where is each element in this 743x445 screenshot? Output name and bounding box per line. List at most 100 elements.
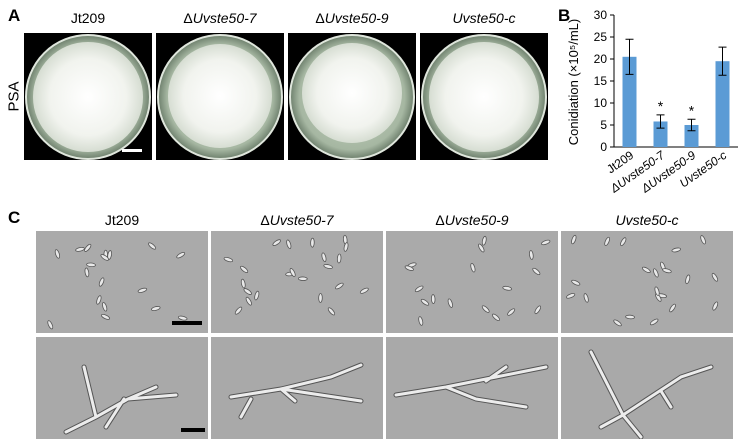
- conidium: [245, 296, 252, 306]
- hypha: [589, 350, 713, 439]
- conidium: [654, 286, 660, 296]
- micro-label-uvste50-7: ΔUvste50-7: [260, 212, 334, 228]
- error-bar: [656, 114, 665, 129]
- conidia-micrograph-uvste50-7: [211, 231, 383, 333]
- conidium: [102, 302, 108, 312]
- conidium: [240, 265, 249, 273]
- conidium: [137, 287, 148, 293]
- conidium: [418, 316, 424, 326]
- conidium: [148, 242, 157, 250]
- micro-label-uvste50-9: ΔUvste50-9: [435, 212, 509, 228]
- conidium: [565, 293, 576, 299]
- conidium: [54, 249, 61, 259]
- conidium: [604, 236, 610, 247]
- conidium: [502, 285, 513, 291]
- plate-label-uvste50-7: ΔUvste50-7: [183, 10, 257, 26]
- conidium: [481, 305, 490, 313]
- conidium: [359, 287, 369, 294]
- conidium: [671, 247, 682, 253]
- micro-label-jt209: Jt209: [104, 212, 140, 228]
- conidium: [223, 256, 234, 263]
- conidium: [151, 306, 161, 312]
- conidium: [620, 237, 627, 247]
- panel-letter-b: B: [558, 6, 571, 25]
- y-tick-label: 25: [594, 30, 608, 44]
- bar: [622, 56, 637, 147]
- conidium: [75, 246, 85, 252]
- hypha: [394, 365, 548, 409]
- conidium: [343, 242, 349, 252]
- conidium: [478, 243, 485, 253]
- conidium: [653, 268, 659, 278]
- conidium: [321, 252, 327, 262]
- y-tick-label: 30: [594, 8, 608, 22]
- micrograph-background: [386, 337, 558, 439]
- germination-micrograph-uvste50-9: [386, 337, 558, 439]
- error-bar: [687, 118, 696, 132]
- conidium: [447, 298, 453, 308]
- conidium: [84, 267, 90, 278]
- conidium: [613, 319, 622, 327]
- micrograph-background: [561, 337, 733, 439]
- hypha: [64, 365, 178, 434]
- plate-label-jt209: Jt209: [70, 10, 106, 26]
- conidium: [404, 265, 414, 271]
- conidium: [669, 303, 676, 313]
- conidium: [541, 239, 551, 246]
- conidium: [414, 285, 424, 293]
- conidia-micrograph-jt209: [36, 231, 208, 333]
- conidium: [177, 315, 188, 321]
- bar: [715, 61, 730, 148]
- significance-marker: *: [689, 102, 695, 118]
- conidia-micrograph-uvste50-9: [386, 231, 558, 333]
- germination-micrograph-uvste50-7: [211, 337, 383, 439]
- conidium: [100, 313, 111, 320]
- germination-micrograph-jt209: [36, 337, 208, 439]
- conidium: [234, 306, 243, 315]
- conidium: [289, 268, 296, 278]
- conidia-micrograph-uvste50-c: [561, 231, 733, 333]
- micrograph-background: [211, 231, 383, 333]
- plate-photo-uvste50-c: [420, 33, 548, 160]
- conidium: [481, 235, 487, 246]
- conidium: [431, 294, 436, 304]
- conidium: [700, 235, 706, 245]
- conidium: [96, 295, 102, 305]
- plate-label-uvste50-9: ΔUvste50-9: [315, 10, 389, 26]
- conidium: [335, 282, 344, 290]
- micrograph-background: [36, 337, 208, 439]
- plate-photo-jt209: [24, 33, 152, 160]
- conidium: [571, 234, 577, 245]
- plate-photo-uvste50-7: [156, 33, 284, 160]
- conidium: [625, 314, 635, 320]
- significance-marker: *: [658, 98, 664, 114]
- germination-micrograph-uvste50-c: [561, 337, 733, 439]
- y-tick-label: 5: [600, 118, 607, 132]
- conidium: [507, 308, 516, 316]
- conidium: [641, 266, 651, 274]
- conidium: [529, 250, 534, 260]
- panel-letter-a: A: [8, 6, 21, 25]
- micrograph-background: [561, 231, 733, 333]
- scale-bar-germination: [181, 428, 205, 432]
- conidium: [100, 254, 109, 261]
- conidium: [310, 237, 315, 248]
- conidium: [327, 307, 336, 316]
- error-bar: [718, 46, 727, 76]
- hypha: [229, 363, 363, 419]
- conidium: [318, 293, 323, 303]
- conidium: [323, 264, 333, 269]
- conidium: [491, 313, 500, 321]
- conidium: [571, 279, 581, 286]
- conidium: [272, 239, 281, 246]
- conidium: [254, 290, 260, 301]
- conidium: [240, 278, 246, 289]
- y-tick-label: 0: [600, 140, 607, 154]
- plate-photo-uvste50-9: [288, 33, 416, 160]
- micro-label-uvste50-c: Uvste50-c: [615, 212, 679, 228]
- conidium: [649, 318, 659, 326]
- conidium: [176, 252, 186, 259]
- y-axis-label: Conidiation (×10⁵/mL): [566, 19, 581, 145]
- conidium: [243, 288, 252, 295]
